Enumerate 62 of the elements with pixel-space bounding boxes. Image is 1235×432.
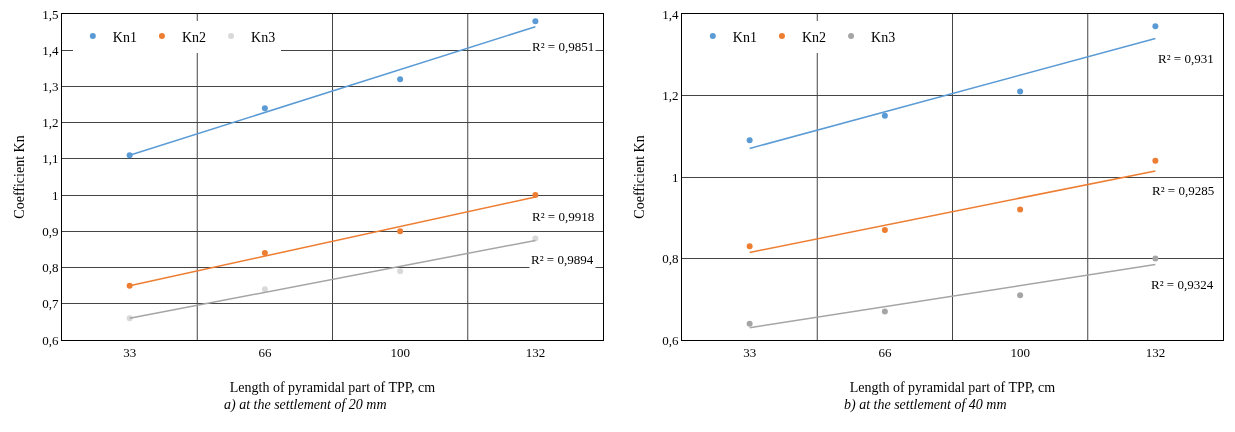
point	[881, 226, 888, 233]
point	[746, 137, 753, 144]
legend-label: Kn2	[801, 29, 827, 45]
y-tick-label: 0,9	[42, 223, 59, 239]
y-tick-label: 1,1	[42, 151, 59, 167]
annotation: R² = 0,9324	[1151, 277, 1214, 292]
x-tick-label: 33	[123, 344, 137, 360]
x-tick-label: 66	[878, 344, 892, 360]
x-tick-label: 33	[743, 344, 757, 360]
point	[1152, 255, 1159, 262]
y-tick-label: 1,5	[42, 6, 59, 22]
y-axis-title: Coefficient Kn	[632, 135, 647, 219]
annotation: R² = 0,9894	[531, 252, 594, 267]
legend-label: Kn2	[181, 29, 207, 45]
point	[261, 105, 268, 112]
text: b) at the settlement of 40 mm	[844, 397, 1007, 413]
point	[1017, 88, 1024, 95]
point	[261, 250, 268, 257]
y-tick-label: 0,8	[662, 251, 679, 267]
y-tick-label: 1,4	[662, 6, 679, 22]
y-axis-title: Coefficient Kn	[12, 135, 27, 219]
annotation: R² = 0,9851	[532, 39, 595, 54]
point	[1017, 206, 1024, 213]
legend-label: Kn1	[112, 29, 137, 45]
point	[881, 112, 888, 119]
point	[261, 286, 268, 293]
x-tick-label: 132	[1145, 344, 1166, 360]
y-tick-label: 1	[51, 187, 59, 203]
annotation: R² = 0,9918	[532, 209, 595, 224]
annotation: R² = 0,931	[1158, 51, 1214, 66]
y-tick-label: 0,6	[662, 332, 679, 348]
y-tick-label: 1,4	[42, 42, 59, 58]
x-axis-title: Length of pyramidal part of TPP, cm	[229, 380, 436, 395]
y-tick-label: 0,6	[42, 332, 59, 348]
point	[1152, 23, 1159, 30]
point	[881, 308, 888, 315]
y-tick-label: 1,2	[42, 115, 59, 131]
y-tick-label: 1,3	[42, 78, 59, 94]
point	[1152, 157, 1159, 164]
x-tick-label: 132	[525, 344, 546, 360]
x-tick-label: 66	[258, 344, 272, 360]
legend-label: Kn3	[251, 29, 276, 45]
y-tick-label: 0,7	[42, 296, 59, 312]
x-axis-title: Length of pyramidal part of TPP, cm	[849, 380, 1056, 395]
point	[397, 76, 404, 83]
text: a) at the settlement of 20 mm	[224, 397, 387, 413]
annotation: R² = 0,9285	[1152, 183, 1215, 198]
x-tick-label: 100	[1010, 344, 1030, 360]
point	[746, 320, 753, 327]
point	[532, 18, 539, 25]
y-tick-label: 1,2	[662, 88, 679, 104]
point	[397, 228, 404, 235]
point	[1017, 292, 1024, 299]
legend-label: Kn3	[871, 29, 896, 45]
x-tick-label: 100	[390, 344, 410, 360]
point	[126, 152, 133, 159]
y-tick-label: 0,8	[42, 260, 59, 276]
legend-label: Kn1	[732, 29, 757, 45]
point	[397, 268, 404, 275]
point	[746, 243, 753, 250]
y-tick-label: 1	[671, 169, 679, 185]
point	[532, 192, 539, 199]
